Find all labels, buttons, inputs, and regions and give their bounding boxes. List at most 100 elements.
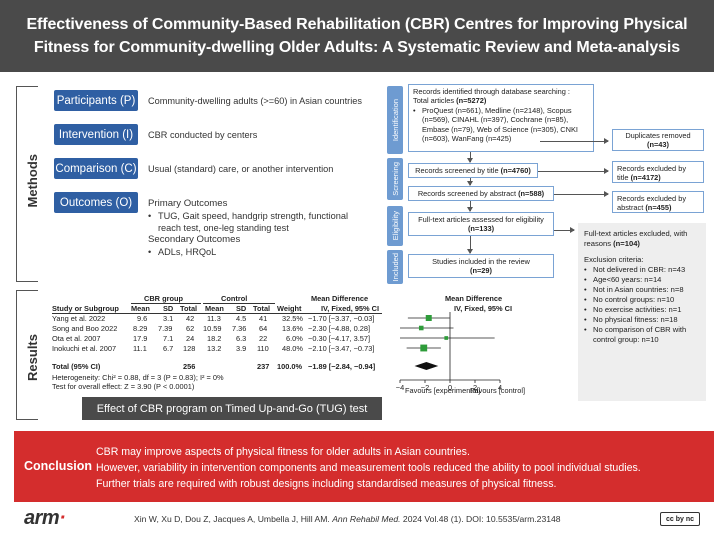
cell-n1: 42 [186, 314, 195, 323]
conclusion-panel: Conclusion CBR may improve aspects of ph… [14, 431, 714, 502]
cell-ci: −1.70 [−3.37, −0.03] [308, 314, 375, 323]
cell-n2: 22 [259, 334, 268, 343]
table-top-rule [52, 313, 382, 314]
forest-plot-chart: −4 −2 0 2 4 [396, 312, 502, 392]
conclusion-label: Conclusion [24, 459, 93, 473]
x-tick-label: −4 [396, 383, 404, 392]
study-name: Yang et al. 2022 [52, 314, 106, 323]
col-ci-left: IV, Fixed, 95% CI [321, 304, 380, 313]
pico-outcomes-label: Outcomes (O) [54, 192, 138, 213]
cell-sd2: 7.36 [232, 324, 247, 333]
total-weight: 100.0% [277, 362, 303, 371]
md-header-right: Mean Difference [445, 294, 503, 303]
abstract-screen-box: Records screened by abstract (n=588) [408, 186, 554, 201]
col-weight: Weight [277, 304, 302, 313]
cell-weight: 48.0% [282, 344, 303, 353]
total-n2: 237 [257, 362, 270, 371]
conclusion-text: CBR may improve aspects of physical fitn… [96, 446, 641, 490]
tug-caption: Effect of CBR program on Timed Up-and-Go… [82, 397, 382, 420]
col-total1: Total [180, 304, 198, 313]
secondary-outcomes-heading: Secondary Outcomes [148, 234, 241, 245]
cell-n2: 64 [259, 324, 268, 333]
duplicates-box: Duplicates removed (n=43) [612, 129, 704, 151]
stage-screening: Screening [387, 158, 403, 200]
cell-ci: −2.30 [−4.88, 0.28] [308, 324, 371, 333]
cell-sd1: 3.1 [163, 314, 174, 323]
total-n1: 256 [183, 362, 196, 371]
pico-outcomes-text: Primary Outcomes TUG, Gait speed, handgr… [148, 198, 348, 258]
primary-outcomes-item: TUG, Gait speed, handgrip strength, func… [148, 210, 348, 234]
cell-mean1: 8.29 [133, 324, 148, 333]
cell-ci: −0.30 [−4.17, 3.57] [308, 334, 371, 343]
cell-mean2: 11.3 [207, 314, 221, 323]
cell-mean2: 10.59 [203, 324, 222, 333]
study-name: Song and Boo 2022 [52, 324, 118, 333]
results-bracket [16, 290, 38, 420]
secondary-outcomes-item: ADLs, HRQoL [148, 246, 348, 258]
cell-ci: −2.10 [−3.47, −0.73] [308, 344, 375, 353]
results-label: Results [25, 330, 40, 385]
cell-sd2: 6.3 [236, 334, 247, 343]
x-tick-label: −2 [421, 383, 429, 392]
total-label: Total (95% CI) [52, 362, 101, 371]
pico-participants-label: Participants (P) [54, 90, 138, 111]
cell-sd1: 6.7 [163, 344, 174, 353]
x-tick-label: 0 [448, 383, 452, 392]
abstract-excl-box: Records excluded by abstract (n=455) [612, 191, 704, 213]
pico-intervention-label: Intervention (I) [54, 124, 138, 145]
title-excl-box: Records excluded by title (n=4172) [612, 161, 704, 183]
col-total2: Total [253, 304, 271, 313]
cell-sd1: 7.1 [163, 334, 174, 343]
cell-mean1: 11.1 [133, 344, 147, 353]
cell-mean1: 9.6 [137, 314, 148, 323]
arrow-duplicates [540, 138, 609, 144]
cell-n2: 41 [259, 314, 268, 323]
arrow-title-excl [538, 168, 609, 174]
cc-license-icon: cc by nc [660, 512, 700, 526]
overall-effect-text: Test for overall effect: Z = 3.90 (P < 0… [52, 382, 195, 391]
study-marker [444, 336, 449, 340]
col-sd2: SD [236, 304, 247, 313]
cbr-header-rule [131, 303, 201, 304]
col-mean2: Mean [205, 304, 224, 313]
stage-identification: Identification [387, 86, 403, 154]
cbr-group-header: CBR group [144, 294, 183, 303]
study-marker [420, 344, 428, 352]
cell-weight: 6.0% [286, 334, 303, 343]
title-screen-box: Records screened by title (n=4760) [408, 163, 538, 178]
cell-n1: 24 [186, 334, 195, 343]
control-header-rule [203, 303, 275, 304]
cell-mean2: 13.2 [207, 344, 222, 353]
total-ci: −1.89 [−2.84, −0.94] [308, 362, 376, 371]
study-name: Inokuchi et al. 2007 [52, 344, 117, 353]
md-header-left: Mean Difference [311, 294, 369, 303]
list-item: Not in Asian countries: n=8 [584, 285, 700, 295]
stage-included: Included [387, 250, 403, 284]
list-item: No exercise activities: n=1 [584, 305, 700, 315]
pooled-diamond [414, 362, 439, 370]
cell-n2: 110 [257, 344, 269, 353]
arrow-down-4 [467, 236, 473, 254]
col-ci-right: IV, Fixed, 95% CI [454, 304, 513, 313]
study-marker [425, 315, 432, 321]
primary-outcomes-heading: Primary Outcomes [148, 198, 228, 209]
study-marker [418, 325, 424, 331]
cell-mean1: 17.9 [133, 334, 148, 343]
pico-intervention-text: CBR conducted by centers [148, 130, 258, 140]
pico-comparison-text: Usual (standard) care, or another interv… [148, 164, 334, 174]
cell-weight: 13.6% [282, 324, 303, 333]
cell-sd2: 3.9 [236, 344, 247, 353]
arrow-down-1 [467, 152, 473, 163]
identified-box: Records identified through database sear… [408, 84, 594, 152]
page-title: Effectiveness of Community-Based Rehabil… [26, 16, 688, 56]
list-item: No physical fitness: n=18 [584, 315, 700, 325]
favours-experimental: Favours [experimental] [405, 386, 481, 395]
stage-eligibility: Eligibility [387, 206, 403, 246]
study-name: Ota et al. 2007 [52, 334, 101, 343]
journal-logo: arm· [24, 507, 66, 529]
citation: Xin W, Xu D, Dou Z, Jacques A, Umbella J… [134, 514, 561, 524]
x-tick-label: 4 [498, 383, 502, 392]
list-item: Age<60 years: n=14 [584, 275, 700, 285]
pico-comparison-label: Comparison (C) [54, 158, 138, 179]
favours-control: Favours [control] [470, 386, 526, 395]
